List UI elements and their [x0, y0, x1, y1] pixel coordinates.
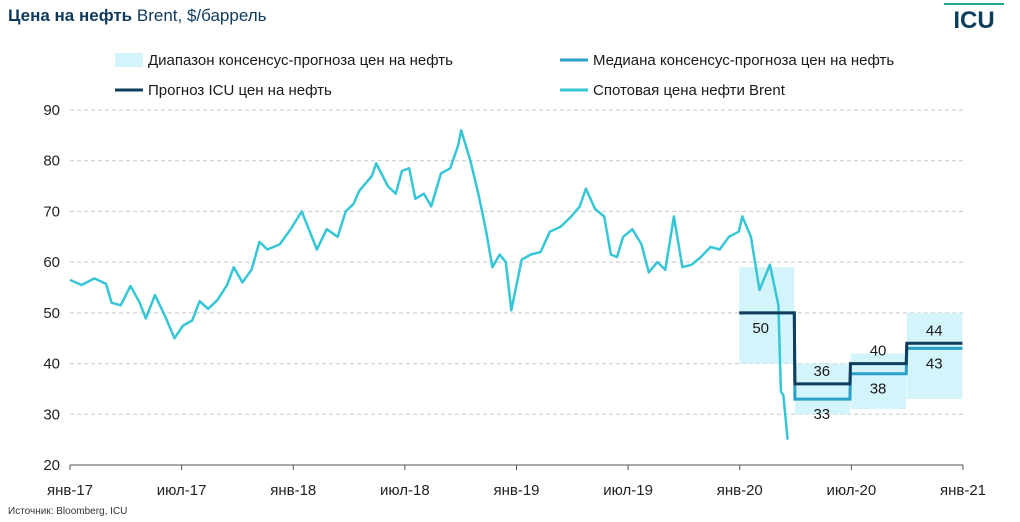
title-rest: Brent, $/баррель	[136, 6, 267, 25]
x-tick-labels: янв-17 июл-17 янв-18 июл-18 янв-19 июл-19 янв-…	[47, 482, 986, 499]
data-label: 44	[926, 322, 943, 339]
x-axis	[69, 464, 964, 470]
data-label: 38	[870, 381, 887, 398]
icu-logo: ICU	[944, 3, 1004, 34]
x-tick-label: янв-21	[940, 482, 986, 499]
data-label: 33	[813, 406, 830, 423]
consensus-range-block	[906, 312, 963, 400]
spot-price-line	[69, 129, 789, 440]
data-label: 50	[752, 320, 769, 337]
source-note: Источник: Bloomberg, ICU	[8, 506, 128, 517]
icu-series	[739, 311, 963, 386]
data-label: 40	[870, 343, 887, 360]
x-tick-label: янв-18	[270, 482, 316, 499]
y-tick-labels: 20 30 40 50 60 70 80 90	[43, 102, 60, 474]
svg-text:ICU: ICU	[953, 7, 994, 34]
consensus-range-block	[739, 267, 795, 364]
data-labels: 50 36 33 40 38 44 43	[752, 320, 942, 423]
data-label: 36	[813, 363, 830, 380]
y-tick-label: 30	[43, 406, 60, 423]
legend-label: Диапазон консенсус-прогноза цен на нефть	[148, 52, 453, 69]
legend-swatch-range	[115, 53, 143, 67]
x-tick-label: июл-18	[380, 482, 430, 499]
x-tick-label: янв-20	[717, 482, 763, 499]
consensus-range-band	[739, 267, 963, 415]
y-tick-label: 80	[43, 153, 60, 170]
y-tick-label: 60	[43, 254, 60, 271]
y-tick-label: 50	[43, 305, 60, 322]
y-tick-label: 90	[43, 102, 60, 119]
x-tick-label: янв-19	[493, 482, 539, 499]
legend: Диапазон консенсус-прогноза цен на нефть…	[115, 52, 894, 99]
y-tick-label: 70	[43, 203, 60, 220]
legend-label: Спотовая цена нефти Brent	[593, 82, 786, 99]
chart-title: Цена на нефть Brent, $/баррель	[8, 6, 267, 26]
legend-label: Прогноз ICU цен на нефть	[148, 82, 332, 99]
chart: 20 30 40 50 60 70 80 90 янв-17 июл-17 янв-18 июл-1…	[43, 52, 986, 499]
spot-series	[69, 129, 789, 440]
y-tick-label: 20	[43, 457, 60, 474]
title-bold: Цена на нефть	[8, 6, 133, 25]
x-tick-label: янв-17	[47, 482, 93, 499]
legend-label: Медиана консенсус-прогноза цен на нефть	[593, 52, 894, 69]
consensus-range-block	[794, 363, 850, 415]
x-tick-label: июл-19	[603, 482, 653, 499]
data-label: 43	[926, 355, 943, 372]
icu-forecast-line	[739, 311, 963, 386]
x-tick-label: июл-17	[157, 482, 207, 499]
x-tick-label: июл-20	[827, 482, 877, 499]
y-tick-label: 40	[43, 356, 60, 373]
